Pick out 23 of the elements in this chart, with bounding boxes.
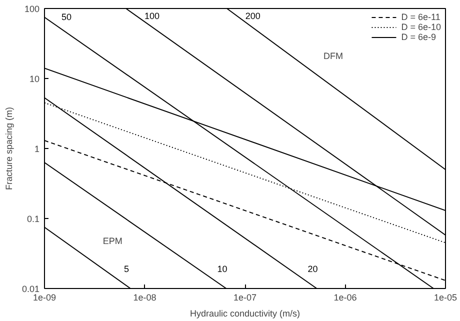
y-tick-label: 0.1 (26, 214, 40, 224)
y-tick-label: 1 (34, 144, 40, 154)
x-tick-label: 1e-05 (434, 292, 458, 302)
series-label: 100 (144, 11, 160, 21)
x-tick-label: 1e-08 (133, 292, 156, 302)
series-label: 20 (308, 264, 318, 274)
series-label: 50 (61, 12, 72, 22)
legend-label: D = 6e-10 (401, 22, 441, 32)
series-label: 200 (245, 11, 260, 21)
series-label: 10 (217, 264, 228, 274)
annotation: DFM (323, 51, 343, 62)
legend-label: D = 6e-9 (401, 32, 436, 42)
x-tick-label: 1e-06 (334, 292, 357, 302)
x-tick-label: 1e-07 (233, 292, 257, 302)
y-tick-label: 100 (24, 4, 40, 14)
x-tick-label: 1e-09 (32, 292, 56, 302)
legend-label: D = 6e-11 (401, 12, 440, 22)
y-tick-label: 0.01 (22, 284, 40, 294)
annotation: EPM (102, 236, 122, 246)
x-axis-title: Hydraulic conductivity (m/s) (190, 308, 300, 318)
y-tick-label: 10 (29, 74, 40, 84)
y-axis-title: Fracture spacing (m) (4, 106, 14, 190)
series-label: 5 (124, 264, 129, 274)
